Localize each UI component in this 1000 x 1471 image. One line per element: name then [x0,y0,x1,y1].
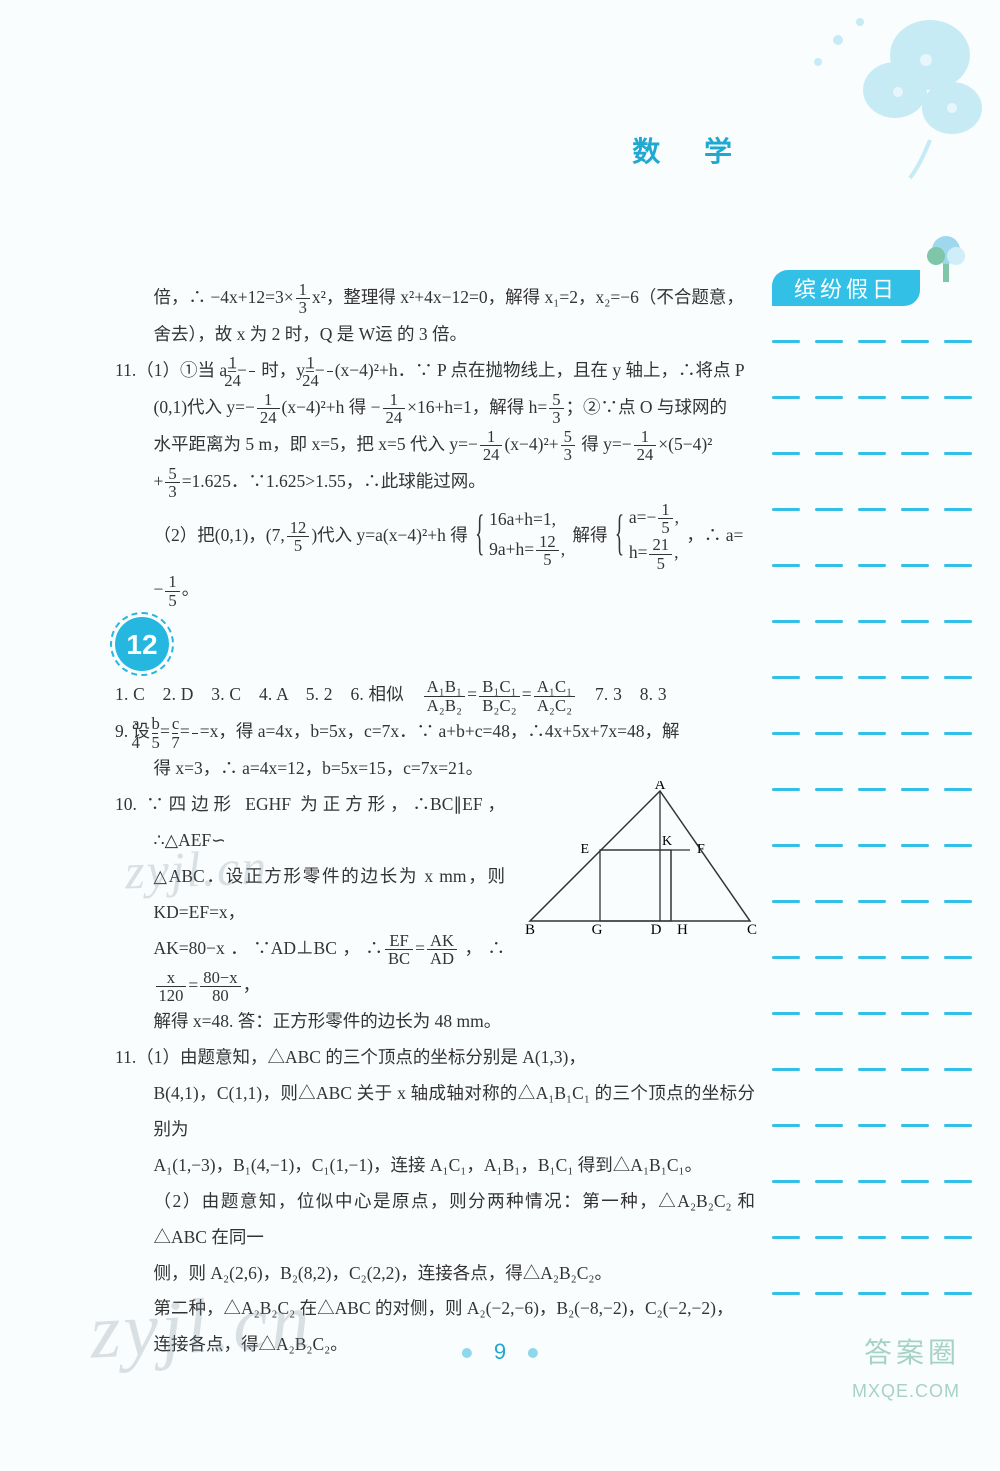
svg-text:A: A [655,781,666,793]
p10-cont-line1: 倍，∴ −4x+12=3×13x²，整理得 x²+4x−12=0，解得 x₁=2… [115,280,755,317]
sidebar-dash-row [772,620,972,623]
p9-s12-l1: 9. 设a4=b5=c7=x，得 a=4x，b=5x，c=7x．∵ a+b+c=… [115,714,755,751]
page-number: 9 [440,1339,560,1365]
equation-system-1: 16a+h=1, 9a+h=125, [475,505,565,569]
p11-s12-l5: 侧，则 A₂(2,6)，B₂(8,2)，C₂(2,2)，连接各点，得△A₂B₂C… [115,1256,755,1292]
sidebar-dash-row [772,1180,972,1183]
sidebar-dash-row [772,1012,972,1015]
answers-row-12: 1. C 2. D 3. C 4. A 5. 2 6. 相似 A₁B₁A₂B₂=… [115,677,755,714]
sidebar-dash-row [772,396,972,399]
sidebar-dash-row [772,508,972,511]
sidebar-dash-row [772,1068,972,1071]
svg-text:H: H [677,922,688,936]
svg-text:G: G [592,922,603,936]
p11-s12-l7: 连接各点，得△A₂B₂C₂。 [115,1327,755,1363]
p11-1-line1: 11.（1）①当 a=−124 时，y=−124(x−4)²+h．∵ P 点在抛… [115,353,755,390]
triangle-figure: A B C D E F G H K [515,781,765,936]
sidebar-dash-row [772,676,972,679]
p10-s12-l3: AK=80−x．∵AD⊥BC，∴EFBC=AKAD，∴x120=80−x80， [115,931,755,1005]
p11-1-line4: +53=1.625．∵1.625>1.55，∴此球能过网。 [115,464,755,501]
svg-text:B: B [525,922,535,936]
sidebar-dash-row [772,732,972,735]
sidebar-dash-row [772,1124,972,1127]
svg-text:K: K [662,834,672,849]
page: 数 学 缤纷假日 倍，∴ −4x+12=3×13x²，整理得 x²+4x−12=… [0,0,1000,1471]
watermark-brand: 答案圈MXQE.COM [852,1335,960,1405]
sidebar-dash-row [772,1236,972,1239]
tree-icon [922,232,970,284]
floral-decoration [720,0,1000,180]
svg-text:E: E [580,842,589,857]
sidebar-dash-row [772,340,972,343]
p10-cont-line2: 舍去），故 x 为 2 时，Q 是 W运 的 3 倍。 [115,317,755,353]
sidebar-dash-row [772,956,972,959]
p11-s12-l4: （2）由题意知，位似中心是原点，则分两种情况：第一种，△A₂B₂C₂ 和△ABC… [115,1184,755,1256]
svg-text:C: C [747,922,757,936]
svg-text:D: D [651,922,662,936]
sidebar-dash-row [772,788,972,791]
sidebar-dash-row [772,452,972,455]
p11-s12-l3: A₁(1,−3)，B₁(4,−1)，C₁(1,−1)，连接 A₁C₁，A₁B₁，… [115,1148,755,1184]
p11-2-line1: （2）把(0,1)，(7,125)代入 y=a(x−4)²+h 得 16a+h=… [115,501,755,573]
p11-s12-l2: B(4,1)，C(1,1)，则△ABC 关于 x 轴成轴对称的△A₁B₁C₁ 的… [115,1076,755,1148]
equation-system-2: a=−15, h=215, [615,501,679,573]
p11-s12-l6: 第二种，△A₂B₂C₂ 在△ABC 的对侧，则 A₂(−2,−6)，B₂(−8,… [115,1291,755,1327]
content-body: 倍，∴ −4x+12=3×13x²，整理得 x²+4x−12=0，解得 x₁=2… [115,280,755,1363]
p11-2-line2: −15。 [115,572,755,609]
sidebar-dash-row [772,1292,972,1295]
sidebar-label: 缤纷假日 [772,270,920,306]
subject-title: 数 学 [632,130,750,170]
section-badge-12: 12 [115,617,169,671]
p11-1-line3: 水平距离为 5 m，即 x=5，把 x=5 代入 y=−124(x−4)²+53… [115,427,755,464]
p11-1-line2: (0,1)代入 y=−124(x−4)²+h 得 −124×16+h=1，解得 … [115,390,755,427]
sidebar-dash-row [772,900,972,903]
svg-text:F: F [697,842,705,857]
p11-s12-l1: 11.（1）由题意知，△ABC 的三个顶点的坐标分别是 A(1,3)， [115,1040,755,1076]
sidebar-dash-row [772,844,972,847]
sidebar-dash-row [772,564,972,567]
p10-s12-l4: 解得 x=48. 答：正方形零件的边长为 48 mm。 [115,1004,755,1040]
